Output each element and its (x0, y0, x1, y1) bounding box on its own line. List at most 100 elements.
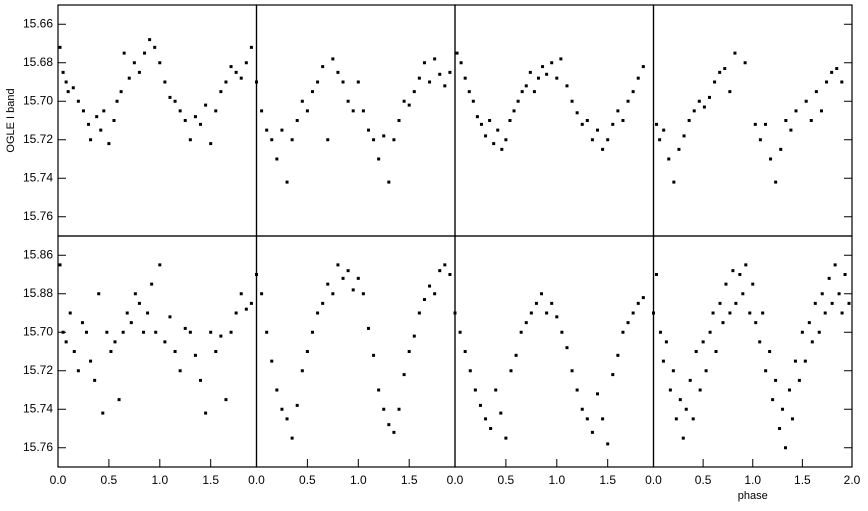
data-point (229, 330, 233, 334)
data-point (356, 80, 360, 84)
data-point (361, 292, 365, 296)
data-point (575, 111, 579, 115)
data-point (467, 90, 471, 94)
data-point (559, 57, 563, 61)
data-point (471, 99, 475, 103)
data-point (417, 311, 421, 315)
data-point (807, 321, 811, 325)
data-point (255, 80, 258, 84)
data-point (428, 80, 432, 84)
data-point (244, 307, 248, 311)
data-point (146, 311, 150, 315)
data-point (734, 301, 738, 305)
data-point (168, 95, 172, 99)
data-point (109, 350, 113, 353)
data-point (606, 138, 610, 142)
data-point (687, 119, 691, 122)
data-point (601, 147, 605, 151)
y-axis-label: OGLE I band (5, 88, 17, 152)
data-point (336, 263, 340, 267)
y-tick-label: 15.72 (23, 132, 53, 146)
data-point (99, 128, 103, 132)
data-point (611, 122, 615, 126)
data-point (636, 76, 640, 80)
data-point (173, 350, 177, 353)
data-point (500, 147, 504, 151)
data-point (407, 350, 411, 353)
data-point (743, 61, 747, 65)
data-point (89, 138, 93, 142)
data-point (61, 70, 65, 74)
data-point (438, 72, 442, 76)
data-point (295, 403, 299, 407)
data-point (455, 51, 459, 55)
data-point (813, 301, 817, 305)
data-point (224, 398, 228, 402)
data-point (433, 57, 437, 61)
data-point (310, 330, 314, 334)
data-point (697, 99, 701, 103)
data-point (143, 51, 147, 55)
data-point (823, 311, 827, 315)
data-point (718, 70, 722, 74)
data-point (76, 99, 80, 103)
data-point (616, 109, 620, 113)
data-point (158, 263, 162, 267)
data-point (585, 417, 589, 421)
data-point (516, 99, 520, 103)
data-point (555, 315, 559, 319)
data-point (580, 122, 584, 126)
data-point (113, 340, 117, 344)
data-point (684, 407, 688, 411)
data-point (809, 119, 813, 122)
data-point (468, 369, 472, 373)
data-point (484, 417, 488, 421)
data-point (833, 263, 837, 267)
data-point (300, 369, 304, 373)
data-point (81, 109, 85, 113)
data-point (519, 330, 523, 334)
data-point (774, 180, 778, 184)
data-point (550, 61, 554, 65)
data-point (412, 334, 416, 338)
data-point (280, 407, 284, 411)
data-point (244, 61, 248, 65)
panel-frame (57, 4, 258, 237)
data-point (529, 311, 533, 315)
data-point (496, 128, 500, 132)
data-point (102, 109, 106, 113)
data-point (596, 128, 600, 132)
data-point (555, 76, 559, 80)
data-point (713, 80, 717, 84)
data-point (61, 330, 65, 334)
data-point (668, 388, 672, 392)
data-point (691, 417, 695, 421)
data-point (492, 142, 496, 146)
data-point (443, 84, 447, 88)
data-point (280, 128, 284, 132)
data-point (763, 122, 767, 126)
data-point (771, 398, 775, 402)
data-point (270, 138, 274, 142)
data-point (698, 388, 702, 392)
x-tick-label: 1.5 (599, 473, 616, 487)
data-point (570, 369, 574, 373)
data-point (565, 84, 569, 88)
data-point (93, 378, 97, 382)
data-point (754, 321, 758, 325)
data-point (188, 330, 192, 334)
data-point (616, 353, 620, 357)
data-point (125, 311, 129, 315)
data-point (71, 86, 75, 90)
data-point (133, 292, 137, 296)
data-point (260, 292, 264, 296)
data-point (331, 57, 335, 61)
panel-frame (454, 235, 655, 468)
data-point (382, 407, 386, 411)
data-point (142, 330, 146, 334)
data-point (655, 122, 659, 126)
data-point (682, 134, 686, 138)
data-point (249, 301, 253, 305)
panel-frame (652, 235, 853, 468)
data-point (209, 330, 213, 334)
